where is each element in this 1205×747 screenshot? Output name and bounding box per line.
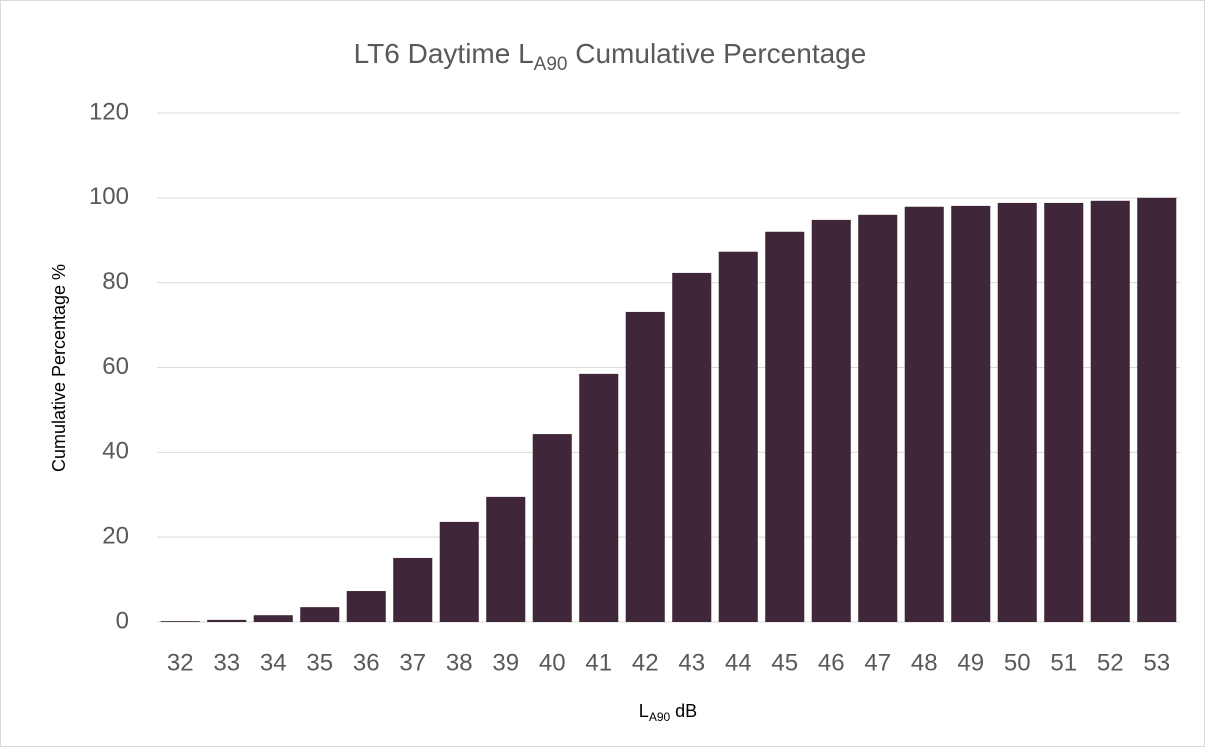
x-tick-label: 48 — [911, 649, 938, 676]
bar — [579, 373, 619, 622]
bar — [300, 607, 340, 622]
bar — [858, 214, 898, 623]
bar — [997, 202, 1037, 622]
x-tick-label: 47 — [864, 649, 891, 676]
x-tick-label: 33 — [213, 649, 240, 676]
chart-title: LT6 Daytime LA90 Cumulative Percentage — [354, 38, 867, 75]
bar — [625, 311, 665, 622]
bar — [718, 251, 758, 622]
y-tick-label: 120 — [89, 98, 129, 125]
x-tick-label: 43 — [678, 649, 705, 676]
bar — [439, 521, 479, 622]
x-axis-label: LA90 dB — [639, 701, 697, 724]
y-tick-label: 40 — [102, 438, 129, 465]
x-tick-label: 34 — [260, 649, 287, 676]
bar — [1137, 197, 1177, 623]
x-tick-label: 39 — [492, 649, 519, 676]
bar — [160, 621, 200, 622]
x-tick-label: 32 — [167, 649, 194, 676]
bar — [393, 557, 433, 622]
x-tick-label: 37 — [399, 649, 426, 676]
y-tick-label: 80 — [102, 268, 129, 295]
bar — [486, 496, 526, 622]
title-part: LT6 Daytime L — [354, 38, 534, 69]
title-subscript: A90 — [534, 54, 568, 75]
x-tick-label: 42 — [632, 649, 659, 676]
bar — [1044, 202, 1084, 622]
y-tick-label: 20 — [102, 523, 129, 550]
bar — [904, 206, 944, 622]
bar — [672, 272, 712, 622]
x-label-part: L — [639, 701, 649, 721]
y-tick-label: 0 — [116, 607, 129, 634]
x-tick-label: 53 — [1143, 649, 1170, 676]
y-tick-label: 60 — [102, 353, 129, 380]
y-tick-label: 100 — [89, 183, 129, 210]
x-tick-label: 36 — [353, 649, 380, 676]
bar — [207, 619, 247, 622]
bar — [532, 434, 572, 622]
bar — [253, 615, 293, 622]
x-tick-label: 50 — [1004, 649, 1031, 676]
y-axis-label: Cumulative Percentage % — [49, 264, 69, 472]
bar — [811, 219, 851, 622]
x-tick-label: 51 — [1050, 649, 1077, 676]
bar — [765, 231, 805, 622]
bar — [346, 591, 386, 622]
bar — [951, 205, 991, 622]
x-label-subscript: A90 — [649, 710, 671, 724]
x-tick-label: 44 — [725, 649, 752, 676]
x-tick-label: 49 — [957, 649, 984, 676]
bar — [1090, 200, 1130, 623]
x-label-part: dB — [670, 701, 697, 721]
x-tick-label: 41 — [585, 649, 612, 676]
x-tick-label: 45 — [771, 649, 798, 676]
x-tick-label: 35 — [306, 649, 333, 676]
x-tick-label: 38 — [446, 649, 473, 676]
x-tick-label: 46 — [818, 649, 845, 676]
title-part: Cumulative Percentage — [567, 38, 866, 69]
x-tick-label: 52 — [1097, 649, 1124, 676]
x-tick-label: 40 — [539, 649, 566, 676]
